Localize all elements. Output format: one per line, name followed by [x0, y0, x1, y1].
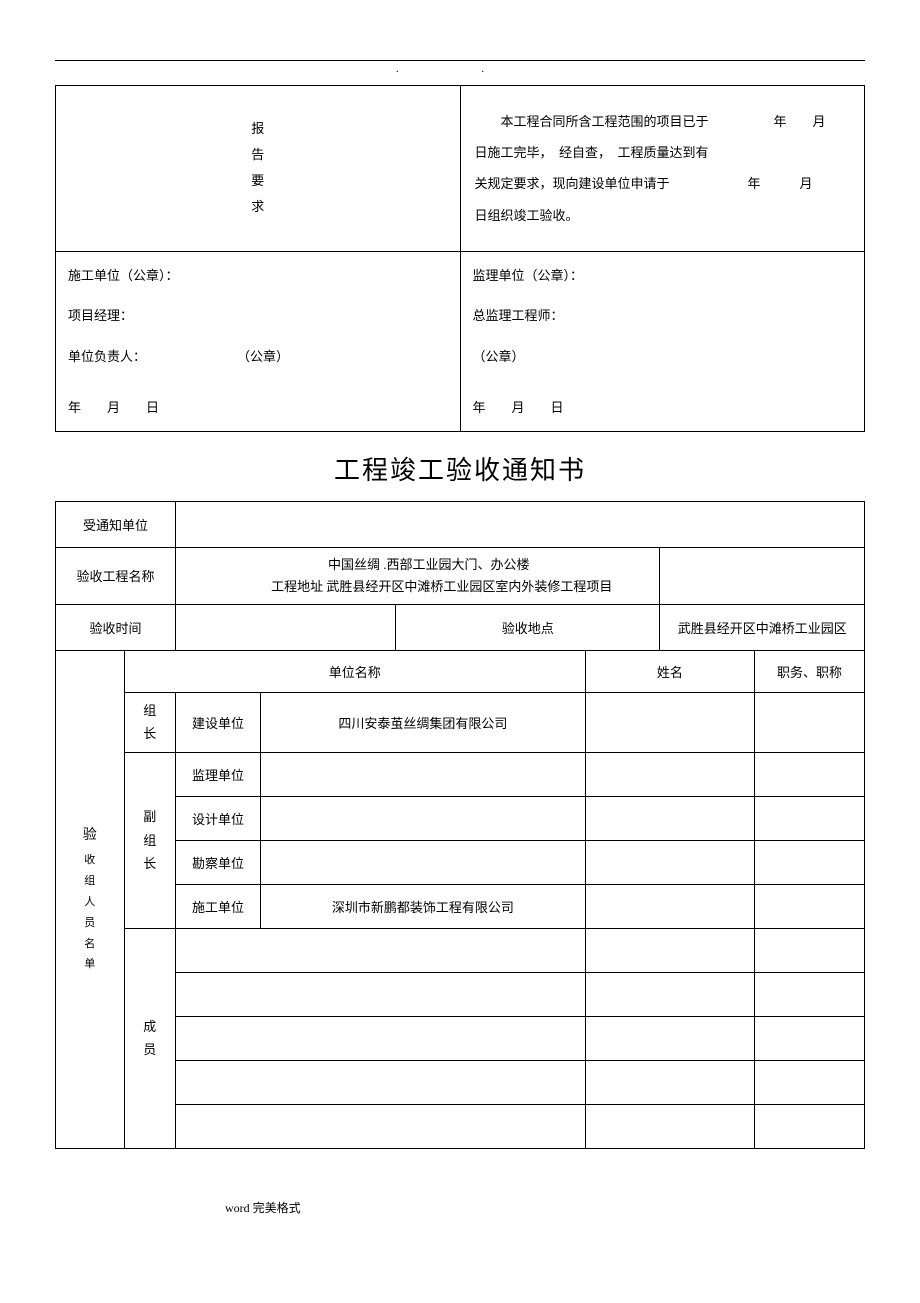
vice-name-2 [585, 840, 754, 884]
vice-unit-value-3: 深圳市新鹏都装饰工程有限公司 [261, 884, 586, 928]
header-dots: . . [55, 63, 865, 75]
member-title-1 [755, 972, 865, 1016]
header-title: 职务、职称 [755, 650, 865, 692]
project-name-label: 验收工程名称 [56, 547, 176, 604]
member-name-4 [585, 1104, 754, 1148]
member-name-0 [585, 928, 754, 972]
project-name-blank [660, 547, 865, 604]
report-label: 报 告 要 求 [56, 86, 461, 252]
member-unit-0 [176, 928, 586, 972]
accept-time-value [176, 604, 396, 650]
vice-name-3 [585, 884, 754, 928]
construction-sig-cell: 施工单位（公章）： 项目经理： 单位负责人： （公章） 年 月 日 [56, 251, 461, 431]
notified-unit-value [176, 501, 865, 547]
report-table: 报 告 要 求 本工程合同所含工程范围的项目已于 年 月 日施工完毕， 经自查，… [55, 85, 865, 432]
roster-label: 验 收 组 人 员 名 单 [56, 650, 125, 1148]
vice-unit-label-1: 设计单位 [176, 796, 261, 840]
right-seal: （公章） [473, 343, 853, 372]
header-unit-name: 单位名称 [124, 650, 585, 692]
notified-unit-label: 受通知单位 [56, 501, 176, 547]
member-unit-1 [176, 972, 586, 1016]
top-rule [55, 60, 865, 61]
vice-title-2 [755, 840, 865, 884]
vice-title-3 [755, 884, 865, 928]
leader-title [755, 692, 865, 752]
leader-unit-label: 建设单位 [176, 692, 261, 752]
member-unit-3 [176, 1060, 586, 1104]
project-name-value: 中国丝绸 .西部工业园大门、办公楼 工程地址 武胜县经开区中滩桥工业园区室内外装… [176, 547, 660, 604]
accept-place-label: 验收地点 [395, 604, 660, 650]
left-date: 年 月 日 [68, 394, 159, 423]
member-unit-4 [176, 1104, 586, 1148]
member-title-0 [755, 928, 865, 972]
vice-title-1 [755, 796, 865, 840]
vice-unit-value-0 [261, 752, 586, 796]
member-title-4 [755, 1104, 865, 1148]
member-name-2 [585, 1016, 754, 1060]
vice-unit-label-0: 监理单位 [176, 752, 261, 796]
chief-engineer: 总监理工程师： [473, 302, 853, 331]
vice-title-0 [755, 752, 865, 796]
right-date: 年 月 日 [473, 394, 564, 423]
accept-time-label: 验收时间 [56, 604, 176, 650]
report-line2: 关规定要求，现向建设单位申请于 年 月 日组织竣工验收。 [475, 168, 851, 230]
vice-unit-value-2 [261, 840, 586, 884]
header-name: 姓名 [585, 650, 754, 692]
member-unit-2 [176, 1016, 586, 1060]
member-label: 成 员 [124, 928, 175, 1148]
construction-unit: 施工单位（公章）： [68, 262, 448, 291]
vice-unit-value-1 [261, 796, 586, 840]
vice-leader-label: 副 组 长 [124, 752, 175, 928]
member-title-3 [755, 1060, 865, 1104]
report-body: 本工程合同所含工程范围的项目已于 年 月 日施工完毕， 经自查， 工程质量达到有… [460, 86, 865, 252]
notice-title: 工程竣工验收通知书 [55, 450, 865, 487]
vice-name-0 [585, 752, 754, 796]
footer-text: word 完美格式 [55, 1199, 865, 1216]
report-line1: 本工程合同所含工程范围的项目已于 年 月 日施工完毕， 经自查， 工程质量达到有 [475, 106, 851, 168]
supervision-sig-cell: 监理单位（公章）： 总监理工程师： （公章） 年 月 日 [460, 251, 865, 431]
leader-unit-value: 四川安泰茧丝绸集团有限公司 [261, 692, 586, 752]
vice-unit-label-2: 勘察单位 [176, 840, 261, 884]
member-name-1 [585, 972, 754, 1016]
notice-table: 受通知单位 验收工程名称 中国丝绸 .西部工业园大门、办公楼 工程地址 武胜县经… [55, 501, 865, 1149]
accept-place-value: 武胜县经开区中滩桥工业园区 [660, 604, 865, 650]
leader-name [585, 692, 754, 752]
leader-label: 组 长 [124, 692, 175, 752]
vice-unit-label-3: 施工单位 [176, 884, 261, 928]
vice-name-1 [585, 796, 754, 840]
supervision-unit: 监理单位（公章）： [473, 262, 853, 291]
member-title-2 [755, 1016, 865, 1060]
project-manager: 项目经理： [68, 302, 448, 331]
unit-head: 单位负责人： （公章） [68, 343, 448, 372]
member-name-3 [585, 1060, 754, 1104]
